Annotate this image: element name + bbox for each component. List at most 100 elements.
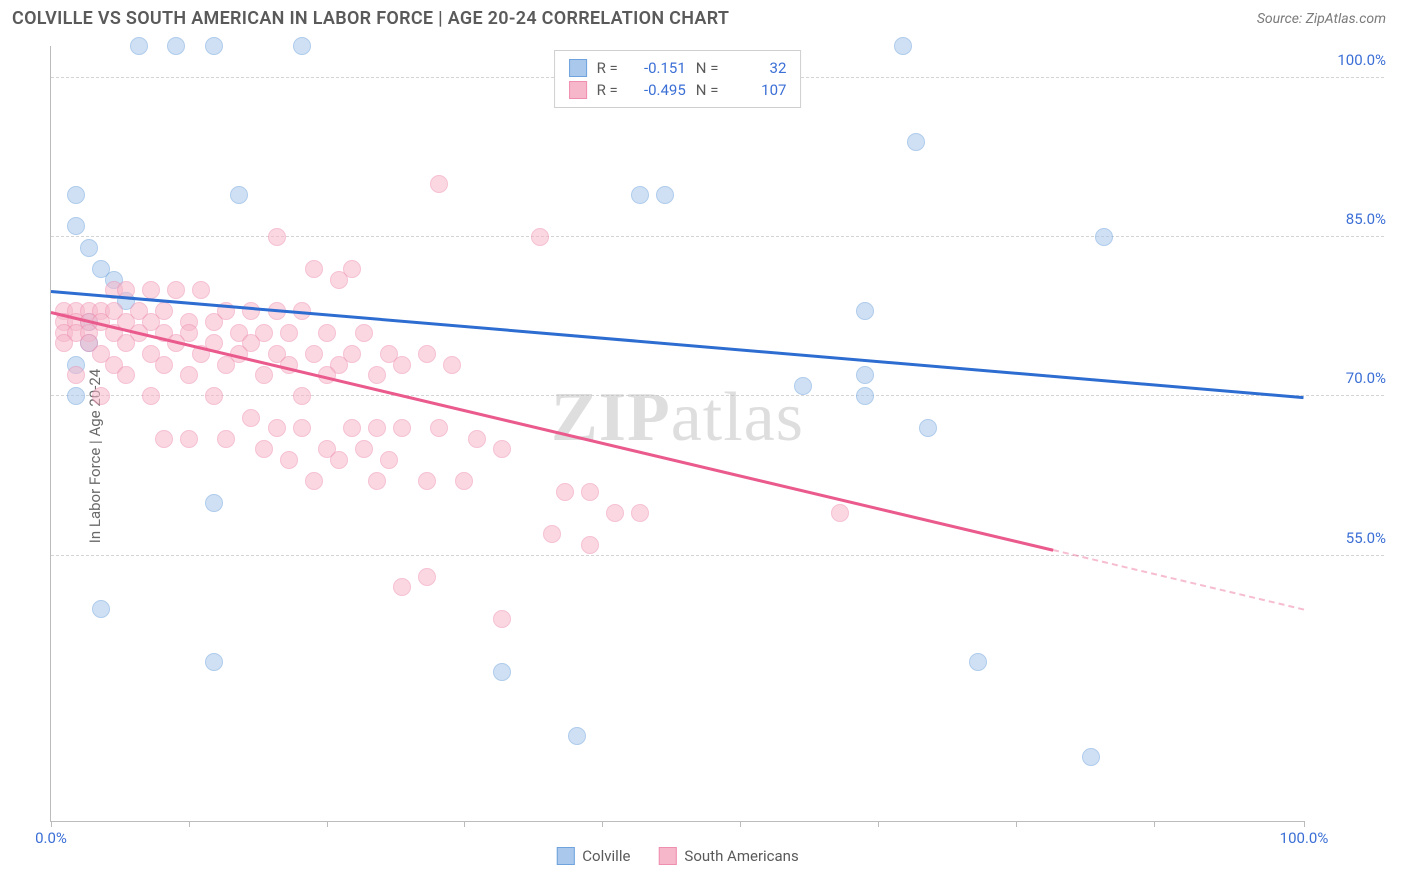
data-point [142,281,160,299]
data-point [343,419,361,437]
data-point [280,451,298,469]
x-tick [740,821,741,827]
x-tick [327,821,328,827]
data-point [305,472,323,490]
stat-r-value-1: -0.495 [628,81,686,99]
legend-label-1: South Americans [684,847,798,865]
data-point [531,228,549,246]
data-point [581,483,599,501]
data-point [856,366,874,384]
data-point [1082,748,1100,766]
plot-area: ZIPatlas R = -0.151 N = 32 R = -0.495 N … [50,46,1304,822]
data-point [217,356,235,374]
data-point [568,727,586,745]
data-point [443,356,461,374]
legend-stats: R = -0.151 N = 32 R = -0.495 N = 107 [554,50,802,108]
data-point [418,345,436,363]
data-point [67,387,85,405]
data-point [418,568,436,586]
data-point [355,324,373,342]
data-point [656,186,674,204]
data-point [831,504,849,522]
source-label: Source: ZipAtlas.com [1257,11,1386,27]
data-point [393,356,411,374]
data-point [268,228,286,246]
gridline [51,236,1384,237]
x-tick [878,821,879,827]
data-point [280,324,298,342]
stat-n-label: N = [696,59,719,77]
data-point [368,419,386,437]
data-point [92,387,110,405]
chart-title: COLVILLE VS SOUTH AMERICAN IN LABOR FORC… [12,8,729,29]
data-point [556,483,574,501]
data-point [455,472,473,490]
x-tick [464,821,465,827]
data-point [167,37,185,55]
swatch-series-1 [569,81,587,99]
data-point [205,494,223,512]
data-point [92,600,110,618]
data-point [305,260,323,278]
data-point [368,366,386,384]
legend-item-1: South Americans [658,847,798,865]
legend-label-0: Colville [582,847,630,865]
data-point [581,536,599,554]
data-point [67,186,85,204]
legend-bottom: Colville South Americans [556,847,798,865]
x-tick [1016,821,1017,827]
stat-n-label: N = [696,81,719,99]
data-point [205,387,223,405]
stat-r-label: R = [597,81,618,99]
data-point [606,504,624,522]
x-tick [1304,821,1305,827]
data-point [242,409,260,427]
gridline [51,395,1384,396]
x-tick [189,821,190,827]
data-point [1095,228,1113,246]
data-point [80,239,98,257]
data-point [969,653,987,671]
data-point [230,186,248,204]
data-point [430,175,448,193]
data-point [67,366,85,384]
data-point [631,504,649,522]
y-tick-label: 85.0% [1346,210,1386,228]
legend-stats-row-0: R = -0.151 N = 32 [569,57,787,79]
x-tick [602,821,603,827]
data-point [155,356,173,374]
x-tick [1154,821,1155,827]
data-point [55,334,73,352]
data-point [919,419,937,437]
data-point [907,133,925,151]
data-point [130,37,148,55]
data-point [368,472,386,490]
watermark: ZIPatlas [551,378,804,458]
data-point [393,419,411,437]
data-point [543,525,561,543]
data-point [167,281,185,299]
data-point [293,419,311,437]
data-point [856,302,874,320]
swatch-legend-0 [556,847,574,865]
data-point [242,302,260,320]
data-point [493,610,511,628]
data-point [142,387,160,405]
data-point [355,440,373,458]
data-point [418,472,436,490]
data-point [293,387,311,405]
data-point [493,440,511,458]
data-point [430,419,448,437]
data-point [205,653,223,671]
stat-r-value-0: -0.151 [628,59,686,77]
data-point [631,186,649,204]
data-point [155,430,173,448]
y-tick-label: 100.0% [1337,51,1386,69]
legend-stats-row-1: R = -0.495 N = 107 [569,79,787,101]
data-point [180,366,198,384]
data-point [330,271,348,289]
data-point [380,451,398,469]
data-point [67,217,85,235]
y-tick-label: 70.0% [1346,369,1386,387]
trend-line [1053,549,1304,610]
